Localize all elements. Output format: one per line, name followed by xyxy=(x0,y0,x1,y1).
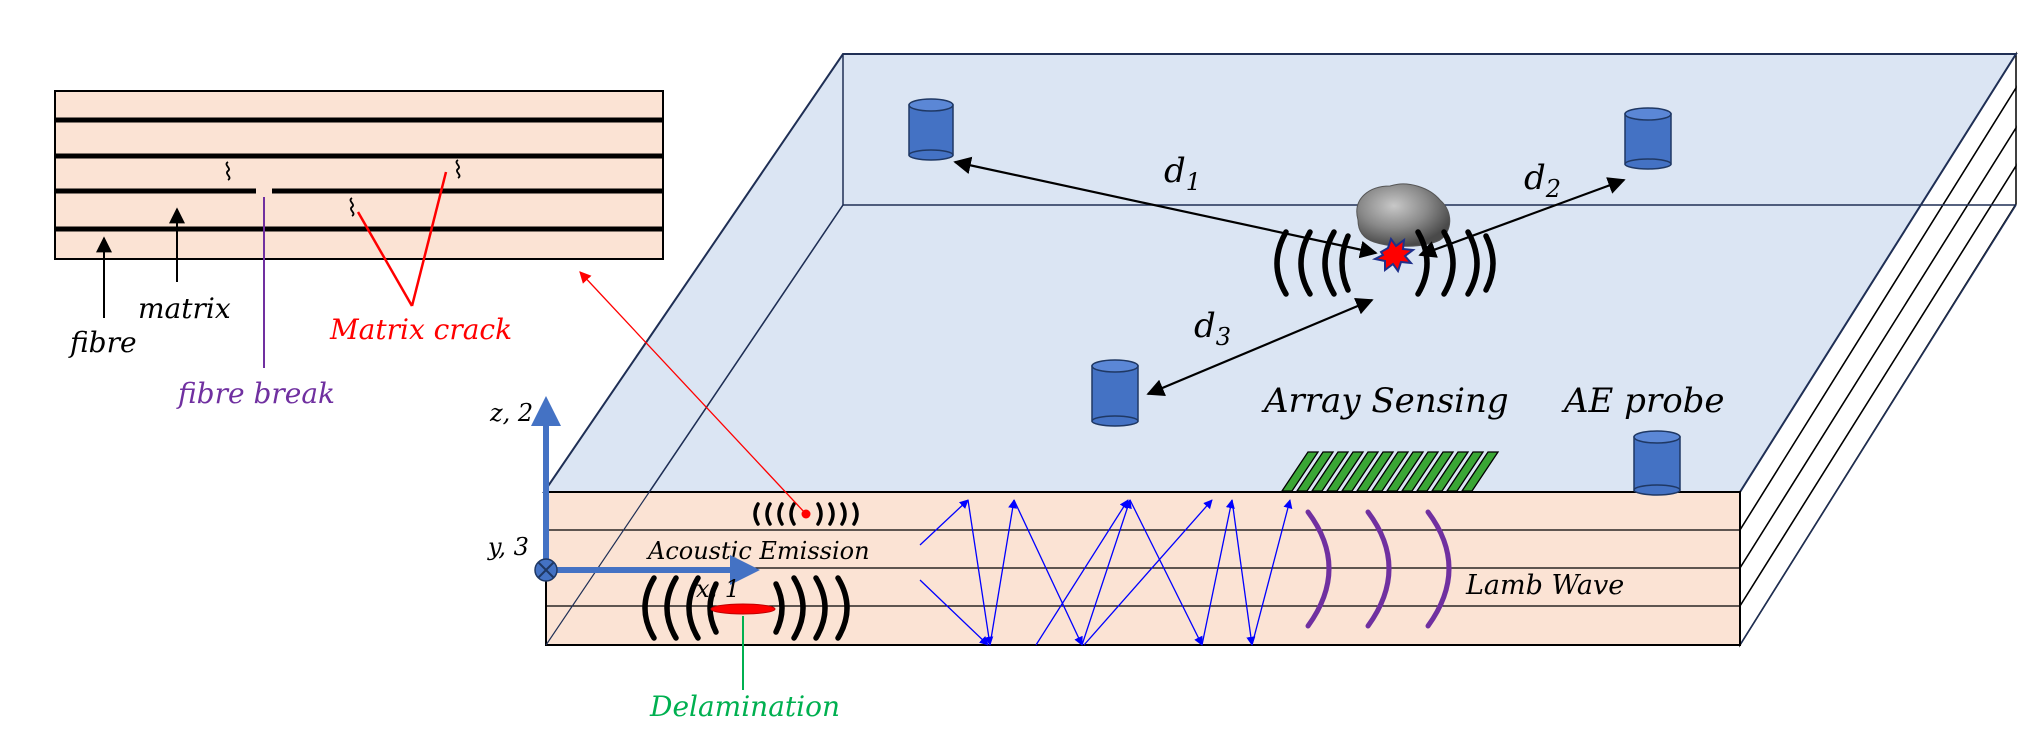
z-axis-label: z, 2 xyxy=(489,399,533,427)
d2-label: d2 xyxy=(1524,158,1561,203)
d1-label: d1 xyxy=(1164,151,1201,196)
delam-wave-arcs xyxy=(642,575,850,641)
crack-mark xyxy=(349,197,355,217)
array-sensing-label: Array Sensing xyxy=(1261,381,1509,421)
ae-probe-label: AE probe xyxy=(1561,381,1725,421)
array-element xyxy=(1385,451,1425,492)
delamination-source: Delamination xyxy=(642,575,850,723)
array-element xyxy=(1415,451,1455,492)
array-element xyxy=(1310,451,1350,492)
fibre-label: fibre xyxy=(68,326,137,359)
delamination-label: Delamination xyxy=(649,690,840,723)
array-element xyxy=(1430,451,1470,492)
matrix-label: matrix xyxy=(138,292,231,325)
reflection-paths xyxy=(919,499,1293,646)
ae-wave-arcs xyxy=(753,502,859,526)
x-axis-label: x, 1 xyxy=(696,575,740,603)
array-element xyxy=(1445,451,1485,492)
array-element xyxy=(1400,451,1440,492)
coordinate-axes: z, 2 y, 3 x, 1 xyxy=(487,396,760,603)
crack-mark xyxy=(225,161,231,181)
matrix-crack-label: Matrix crack xyxy=(329,313,512,346)
d3-arrow xyxy=(1146,298,1374,396)
d3-label: d3 xyxy=(1194,306,1231,351)
sensor-cylinder xyxy=(1624,107,1672,170)
array-element xyxy=(1370,451,1410,492)
delamination-ellipse xyxy=(710,603,776,615)
array-element xyxy=(1355,451,1395,492)
matrix-crack-pointer xyxy=(356,211,414,307)
array-element xyxy=(1295,451,1335,492)
inset-box xyxy=(54,90,664,260)
impact-event: d1 d2 d3 xyxy=(953,151,1626,396)
laminate-inset: fibre matrix Matrix crack fibre break xyxy=(54,90,664,410)
ae-to-inset-arrow xyxy=(579,271,807,515)
array-sensor xyxy=(1280,451,1500,492)
plate-side-layers xyxy=(1739,51,2017,648)
acoustic-emission-label: Acoustic Emission xyxy=(646,537,870,565)
lamb-wave-arcs xyxy=(1305,509,1452,629)
crack-marks xyxy=(225,159,461,217)
array-element xyxy=(1325,451,1365,492)
ae-probe-cylinder xyxy=(1633,430,1681,496)
sensor-cylinder xyxy=(1091,359,1139,427)
matrix-crack-pointer xyxy=(410,171,448,307)
y-axis-label: y, 3 xyxy=(487,533,529,561)
fibre-break-label: fibre break xyxy=(176,377,335,410)
array-element xyxy=(1340,451,1380,492)
array-element xyxy=(1280,451,1320,492)
fibre-lines xyxy=(55,117,663,232)
array-element xyxy=(1460,451,1500,492)
d1-arrow xyxy=(953,156,1378,259)
sensor-cylinders xyxy=(908,98,1681,496)
d2-arrow xyxy=(1418,177,1626,258)
lamb-wave-label: Lamb Wave xyxy=(1465,570,1624,601)
sensor-cylinder xyxy=(908,98,954,161)
crack-mark xyxy=(455,159,461,179)
impact-burst-icon xyxy=(1371,236,1416,274)
